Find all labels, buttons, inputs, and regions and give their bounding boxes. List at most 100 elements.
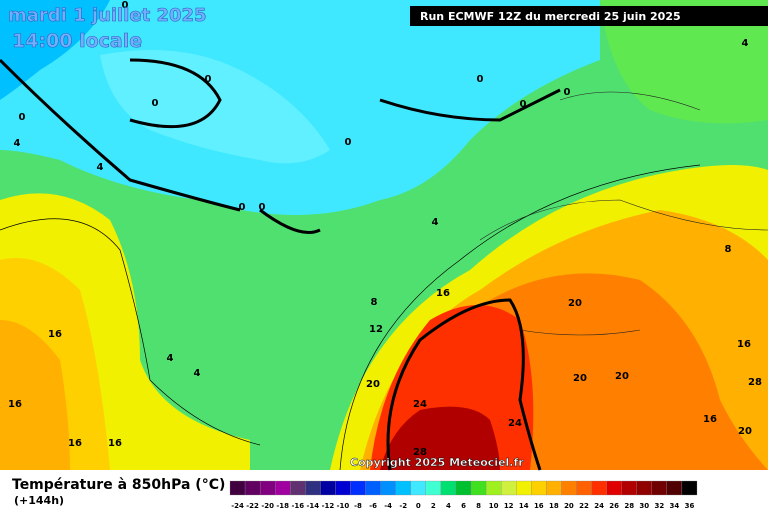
legend-swatch [425,480,442,496]
coastline [479,91,768,336]
legend-swatch [275,480,291,496]
legend-tick-label: -20 [261,502,274,510]
legend-tick-label: -8 [354,502,362,510]
legend-swatch [636,480,652,496]
legend-swatch [485,480,502,496]
legend-swatch [365,480,381,496]
legend-subtitle: (+144h) [14,494,64,507]
legend-swatch [350,480,366,496]
run-label: Run ECMWF 12Z du mercredi 25 juin 2025 [420,10,681,23]
legend-swatch [681,480,698,496]
legend-swatch [546,480,562,496]
legend-title: Température à 850hPa (°C) [12,477,225,493]
contour-label: 16 [703,414,717,425]
contour-label: 0 [122,0,129,11]
legend-swatch [516,480,532,496]
contour-label: 16 [8,399,22,410]
legend-swatch [606,480,622,496]
legend-swatch [380,480,396,496]
map-date: mardi 1 juillet 2025 [8,5,207,26]
legend-tick-label: -6 [369,502,377,510]
legend-tick-label: -16 [291,502,304,510]
legend-swatch [320,480,336,496]
contour-label: 0 [345,137,352,148]
contour-label: 0 [259,202,266,213]
legend-tick-label: -10 [337,502,350,510]
run-box [410,6,768,26]
legend-swatch [335,480,351,496]
legend-swatch [561,480,577,496]
contour-label: 8 [371,297,378,308]
legend-tick-label: 32 [654,502,664,510]
legend-tick-label: -2 [399,502,407,510]
contour-label: 0 [477,74,484,85]
contour-label: 4 [194,368,201,379]
contour-label: 12 [369,324,383,335]
legend-swatch [591,480,607,496]
twenty-contour [386,298,542,471]
legend-tick-label: 36 [685,502,695,510]
warmest-west [0,320,70,470]
legend-tick-label: -22 [246,502,259,510]
legend-swatch [531,480,547,496]
legend-swatch [501,480,517,496]
legend-tick-label: 30 [639,502,649,510]
contour-label: 0 [239,202,246,213]
legend-tick-label: 0 [416,502,421,510]
hottest-core [380,406,500,470]
legend-swatch [290,480,306,496]
legend-swatch [651,480,668,496]
map-time: 14:00 locale [12,30,142,52]
contour-label: 20 [615,371,629,382]
legend-tick-label: 10 [489,502,499,510]
contour-label: 16 [48,329,62,340]
legend-tick-label: 22 [579,502,589,510]
freezing-contour [0,58,561,234]
legend-tick-label: 12 [504,502,514,510]
legend-tick-label: 20 [564,502,574,510]
legend-tick-label: 28 [624,502,634,510]
legend-tick-label: 24 [594,502,604,510]
legend-tick-label: 26 [609,502,619,510]
legend: Température à 850hPa (°C) (+144h) -24 -22… [12,477,698,510]
legend-swatch [244,480,261,496]
contour-label: 0 [564,87,571,98]
contour-label: 20 [568,298,582,309]
legend-swatch [455,480,472,496]
contour-label: 0 [152,98,159,109]
legend-tick-label: 14 [519,502,529,510]
legend-tick-label: 18 [549,502,559,510]
legend-tick-label: 16 [534,502,544,510]
legend-swatch [259,480,276,496]
copyright: Copyright 2025 Meteociel.fr [350,456,524,469]
legend-tick-label: 6 [461,502,466,510]
contour-label: 20 [738,426,752,437]
contour-label: 16 [737,339,751,350]
legend-tick-label: 4 [446,502,451,510]
contour-label: 28 [413,447,427,458]
colder-area [0,0,110,100]
contour-label: 4 [167,353,174,364]
isotherm [0,164,701,471]
legend-tick-label: 34 [670,502,680,510]
green-ne [600,0,768,124]
contour-label: 16 [108,438,122,449]
contour-label: 4 [97,162,104,173]
legend-swatch [229,480,246,496]
contour-label: 8 [725,244,732,255]
legend-tick-label: -18 [276,502,289,510]
contour-label: 24 [508,418,522,429]
legend-swatch [395,480,411,496]
legend-tick-label: -4 [384,502,392,510]
legend-tick-label: -12 [322,502,335,510]
legend-swatch [576,480,592,496]
contour-label: 16 [68,438,82,449]
legend-tick-label: 8 [476,502,481,510]
contour-label: 4 [432,217,439,228]
legend-tick-label: -14 [307,502,320,510]
legend-tick-label: -24 [231,502,244,510]
legend-swatch [440,480,457,496]
legend-swatch [410,480,426,496]
contour-label: 16 [436,288,450,299]
contour-label: 20 [573,373,587,384]
